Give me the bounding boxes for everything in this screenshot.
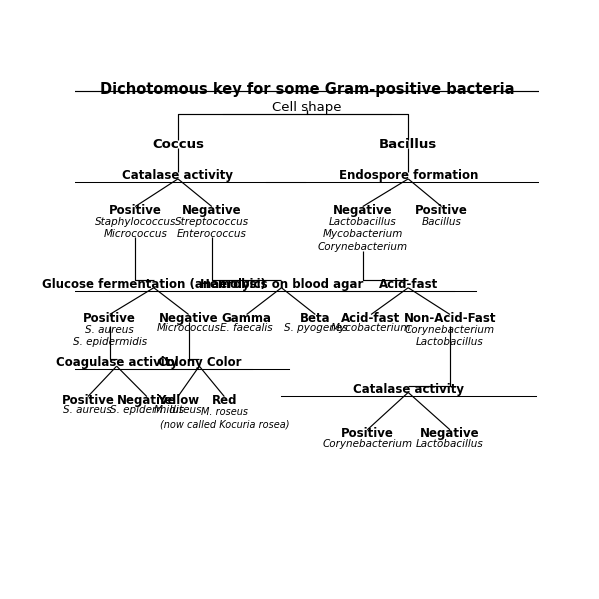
Text: Catalase activity: Catalase activity bbox=[122, 169, 234, 182]
Text: S. pyogenes: S. pyogenes bbox=[283, 323, 347, 333]
Text: Negative: Negative bbox=[159, 312, 219, 325]
Text: Gamma: Gamma bbox=[222, 312, 271, 325]
Text: Dichotomous key for some Gram-positive bacteria: Dichotomous key for some Gram-positive b… bbox=[100, 82, 514, 97]
Text: Negative: Negative bbox=[420, 428, 480, 440]
Text: S. epidermidis: S. epidermidis bbox=[110, 404, 184, 415]
Text: Corynebacterium: Corynebacterium bbox=[322, 439, 412, 449]
Text: Coccus: Coccus bbox=[152, 138, 204, 151]
Text: Red: Red bbox=[211, 394, 237, 407]
Text: Negative: Negative bbox=[333, 204, 392, 217]
Text: Negative: Negative bbox=[182, 204, 241, 217]
Text: Coagulase activity: Coagulase activity bbox=[56, 356, 178, 369]
Text: Positive: Positive bbox=[109, 204, 162, 217]
Text: Mycobacterium: Mycobacterium bbox=[331, 323, 412, 333]
Text: Streptococcus
Enterococcus: Streptococcus Enterococcus bbox=[175, 217, 249, 239]
Text: Lactobacillus
Mycobacterium
Corynebacterium: Lactobacillus Mycobacterium Corynebacter… bbox=[317, 217, 408, 252]
Text: Acid-fast: Acid-fast bbox=[341, 312, 401, 325]
Text: Cell shape: Cell shape bbox=[272, 101, 342, 114]
Text: Yellow: Yellow bbox=[157, 394, 199, 407]
Text: Lactobacillus: Lactobacillus bbox=[416, 439, 484, 449]
Text: Bacillus: Bacillus bbox=[422, 217, 462, 227]
Text: Positive: Positive bbox=[83, 312, 136, 325]
Text: Hemolysis on blood agar: Hemolysis on blood agar bbox=[200, 277, 363, 291]
Text: S. aureus: S. aureus bbox=[63, 404, 112, 415]
Text: M. luteus: M. luteus bbox=[154, 404, 202, 415]
Text: Micrococcus: Micrococcus bbox=[157, 323, 220, 333]
Text: E. faecalis: E. faecalis bbox=[220, 323, 273, 333]
Text: Colony Color: Colony Color bbox=[158, 356, 241, 369]
Text: Non-Acid-Fast: Non-Acid-Fast bbox=[404, 312, 496, 325]
Text: S. aureus
S. epidermidis: S. aureus S. epidermidis bbox=[72, 325, 147, 347]
Text: Beta: Beta bbox=[300, 312, 331, 325]
Text: Endospore formation: Endospore formation bbox=[338, 169, 478, 182]
Text: Bacillus: Bacillus bbox=[379, 138, 437, 151]
Text: Positive: Positive bbox=[415, 204, 468, 217]
Text: Negative: Negative bbox=[117, 394, 177, 407]
Text: Glucose fermentation (anaerobic): Glucose fermentation (anaerobic) bbox=[42, 277, 266, 291]
Text: Staphylococcus
Micrococcus: Staphylococcus Micrococcus bbox=[95, 217, 176, 239]
Text: M. roseus
(now called Kocuria rosea): M. roseus (now called Kocuria rosea) bbox=[159, 407, 289, 429]
Text: Acid-fast: Acid-fast bbox=[379, 277, 438, 291]
Text: Positive: Positive bbox=[62, 394, 114, 407]
Text: Corynebacterium
Lactobacillus: Corynebacterium Lactobacillus bbox=[405, 325, 495, 347]
Text: Positive: Positive bbox=[341, 428, 394, 440]
Text: Catalase activity: Catalase activity bbox=[353, 383, 464, 396]
